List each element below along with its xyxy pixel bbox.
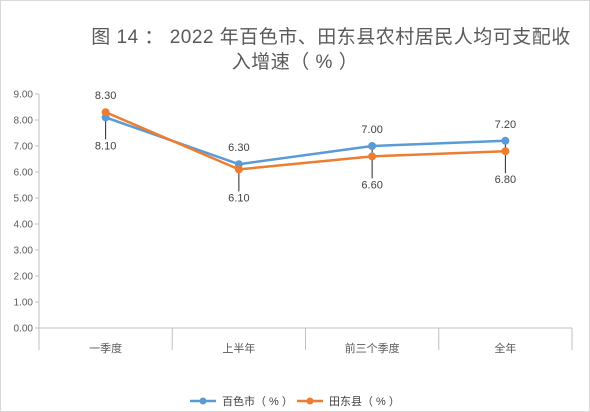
chart-title-line2: 入增速（ % ） <box>231 52 359 73</box>
data-label: 6.30 <box>228 142 249 154</box>
series-marker-1 <box>234 165 243 174</box>
y-tick-label: 1.00 <box>14 298 34 309</box>
series-marker-1 <box>368 152 377 161</box>
series-line-1 <box>105 111 506 171</box>
y-tick-label: 2.00 <box>14 272 34 283</box>
series-marker-0 <box>368 142 377 150</box>
x-tick-label: 全年 <box>494 341 516 355</box>
series-line-0 <box>105 116 506 166</box>
y-tick-label: 5.00 <box>14 194 34 205</box>
data-label: 7.20 <box>495 119 516 131</box>
series-marker-1 <box>501 147 510 156</box>
y-tick-label: 7.00 <box>14 142 34 153</box>
x-tick-label: 上半年 <box>222 341 255 355</box>
data-label: 8.10 <box>95 140 116 152</box>
data-label: 6.80 <box>495 174 516 186</box>
legend-swatch-marker <box>306 397 314 405</box>
series-marker-0 <box>501 136 510 145</box>
y-tick-label: 0.00 <box>14 324 34 335</box>
data-label: 6.60 <box>361 179 382 191</box>
series-marker-1 <box>101 108 110 117</box>
y-tick-label: 3.00 <box>14 246 34 257</box>
legend-label: 百色市（ % ） <box>222 394 293 408</box>
x-tick-label: 一季度 <box>89 341 122 355</box>
data-label: 7.00 <box>361 124 382 136</box>
chart-title-line1: 图 14 ： 2022 年百色市、田东县农村居民人均可支配收 <box>91 27 571 48</box>
data-label: 6.10 <box>228 192 249 204</box>
y-tick-label: 9.00 <box>14 90 34 101</box>
x-tick-label: 前三个季度 <box>345 341 400 355</box>
y-tick-label: 8.00 <box>14 116 34 127</box>
legend-swatch-marker <box>199 397 207 405</box>
data-label: 8.30 <box>95 90 116 102</box>
legend-label: 田东县（ % ） <box>329 395 400 408</box>
y-tick-label: 6.00 <box>14 168 34 179</box>
y-tick-label: 4.00 <box>14 220 34 231</box>
